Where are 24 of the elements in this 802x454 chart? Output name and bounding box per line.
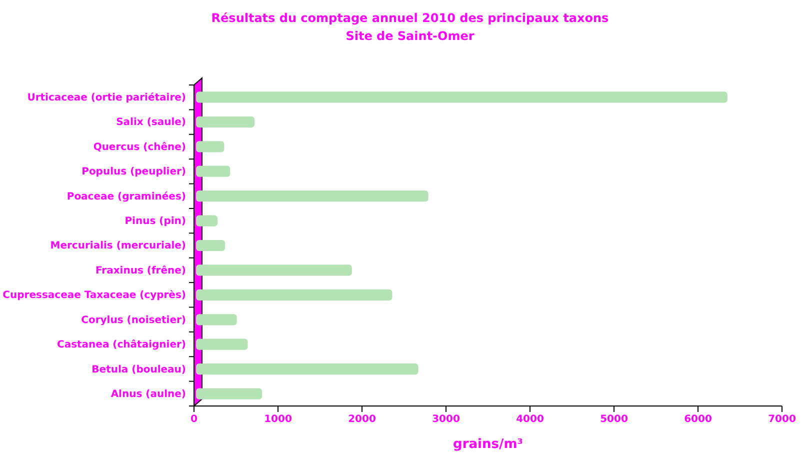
x-tick-label: 5000 [600,414,628,426]
y-tick-label: Corylus (noisetier) [81,314,186,326]
y-tick-label: Pinus (pin) [124,216,186,227]
x-tick-label: 6000 [684,414,712,426]
chart-subtitle: Site de Saint-Omer [346,29,474,43]
x-tick-label: 1000 [264,414,292,426]
x-tick-label: 2000 [348,414,376,426]
chart-title: Résultats du comptage annuel 2010 des principaux taxons [211,11,609,25]
y-tick-label: Populus (peuplier) [82,166,186,178]
y-tick-label: Cupressaceae Taxaceae (cyprès) [2,290,186,302]
y-tick-label: Castanea (châtaignier) [56,340,186,351]
y-tick-label: Salix (saule) [116,117,186,128]
y-tick-label: Mercurialis (mercuriale) [50,240,186,252]
y-tick-label: Alnus (aulne) [110,388,186,400]
x-axis-title: grains/m³ [453,437,523,452]
y-tick-label: Fraxinus (frêne) [95,265,186,276]
y-tick-label: Urticaceae (ortie pariétaire) [27,92,186,104]
y-tick-label: Betula (bouleau) [92,364,186,376]
x-tick-label: 4000 [516,414,544,426]
y-tick-label: Quercus (chêne) [93,142,186,153]
x-tick-label: 0 [190,414,198,426]
x-tick-label: 3000 [432,414,460,426]
x-tick-label: 7000 [768,414,796,426]
y-tick-label: Poaceae (graminées) [66,191,186,202]
